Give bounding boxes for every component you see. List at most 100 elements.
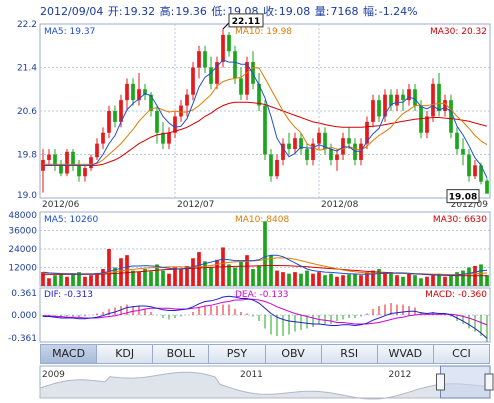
candle-body	[425, 116, 429, 133]
candle-body	[389, 94, 393, 106]
candle-body	[125, 83, 129, 101]
overview-drag-handle[interactable]	[436, 373, 445, 391]
tab-wvad[interactable]: WVAD	[377, 344, 434, 364]
candle-body	[317, 132, 321, 144]
candle-body	[173, 116, 177, 133]
candle-body	[77, 165, 81, 177]
volume-bar	[293, 272, 297, 286]
volume-bar	[53, 275, 57, 286]
volume-bar	[341, 275, 345, 286]
volume-bar	[209, 267, 213, 286]
candle-body	[53, 154, 57, 166]
candle-body	[383, 94, 387, 117]
candle-body	[299, 138, 303, 150]
tab-macd[interactable]: MACD	[40, 344, 98, 364]
candle-body	[305, 149, 309, 160]
quote-date: 2012/09/04	[40, 5, 104, 18]
volume-value: 7168	[330, 5, 359, 18]
volume-bar	[131, 270, 135, 286]
volume-bar	[161, 270, 165, 286]
candle-body	[407, 89, 411, 101]
candle-body	[329, 149, 333, 160]
candle-body	[71, 151, 75, 166]
volume-bar	[233, 267, 237, 286]
candle-body	[419, 105, 423, 133]
volume-bar	[359, 275, 363, 286]
macd-tick-label: 0.000	[11, 311, 37, 321]
max-label-box	[228, 13, 264, 28]
open-label: 开:	[107, 5, 123, 18]
volume-bar	[59, 273, 63, 286]
volume-bar	[383, 273, 387, 286]
candle-body	[131, 83, 135, 101]
volume-bar	[365, 272, 369, 286]
max-label: 22.11	[232, 17, 260, 27]
candle-body	[113, 111, 117, 122]
tab-kdj[interactable]: KDJ	[97, 344, 154, 364]
overview-area	[39, 371, 491, 400]
ma30-line	[43, 101, 488, 166]
volume-bar	[479, 264, 483, 286]
macd-tick-label: 0.361	[11, 289, 37, 299]
volume-tick-label: 12000	[8, 264, 37, 274]
overview-year-label: 2009	[42, 370, 65, 380]
vol-ma5-legend: MA5: 10260	[44, 215, 98, 225]
candle-body	[281, 143, 285, 160]
volume-bar	[101, 269, 105, 286]
volume-bar	[275, 270, 279, 286]
volume-bar	[443, 276, 447, 286]
tab-obv[interactable]: OBV	[265, 344, 322, 364]
volume-bar	[83, 276, 87, 286]
volume-bar	[287, 273, 291, 286]
price-tick-label: 19.8	[17, 151, 37, 161]
volume-bar	[317, 272, 321, 286]
volume-bar	[89, 275, 93, 286]
volume-bar	[227, 264, 231, 286]
volume-bar	[77, 272, 81, 286]
date-tick-label: 2012/06	[42, 200, 80, 210]
ma5-line	[43, 59, 488, 179]
tab-cci[interactable]: CCI	[433, 344, 490, 364]
candle-body	[365, 121, 369, 144]
volume-bar	[113, 267, 117, 286]
candle-body	[287, 143, 291, 150]
tab-boll[interactable]: BOLL	[153, 344, 210, 364]
candle-body	[203, 51, 207, 68]
candle-body	[251, 62, 255, 84]
candle-body	[179, 105, 183, 117]
volume-bar	[245, 255, 249, 286]
candle-body	[215, 62, 219, 84]
candle-body	[341, 138, 345, 155]
candle-body	[485, 180, 489, 194]
volume-bar	[323, 275, 327, 286]
open-value: 19.32	[123, 5, 156, 18]
volume-bar	[407, 273, 411, 286]
price-tick-label: 21.4	[17, 64, 37, 74]
candle-body	[167, 132, 171, 144]
candle-body	[107, 111, 111, 133]
overview-drag-handle[interactable]	[484, 373, 494, 391]
candle-body	[257, 83, 261, 106]
change-value: -1.24%	[378, 5, 418, 18]
candle-body	[221, 34, 225, 63]
volume-bar	[41, 272, 45, 286]
candle-body	[239, 78, 243, 95]
vol-ma30-legend: MA30: 6630	[433, 215, 487, 225]
candle-body	[209, 67, 213, 84]
tab-psy[interactable]: PSY	[209, 344, 266, 364]
volume-bar	[179, 269, 183, 286]
volume-bar	[485, 274, 489, 286]
candle-body	[335, 154, 339, 160]
volume-bar	[155, 264, 159, 286]
volume-label: 量:	[314, 5, 330, 18]
max-pointer	[222, 22, 230, 30]
candle-body	[467, 154, 471, 177]
dea-line	[43, 298, 488, 326]
volume-bar	[431, 275, 435, 286]
candle-body	[197, 51, 201, 68]
vol-ma10-legend: MA10: 8408	[235, 215, 289, 225]
ma30-legend: MA30: 20.32	[430, 27, 487, 37]
tab-rsi[interactable]: RSI	[321, 344, 378, 364]
